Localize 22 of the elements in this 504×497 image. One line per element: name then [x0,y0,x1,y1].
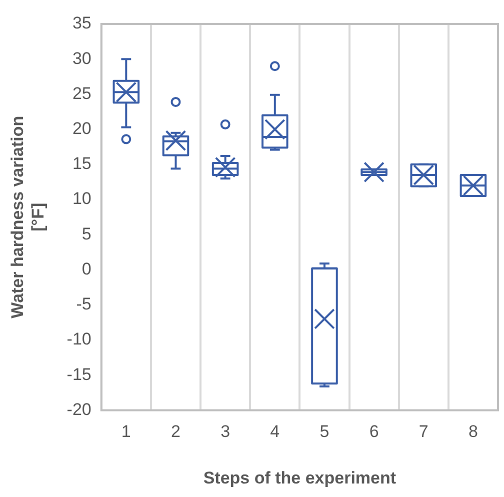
x-tick-label: 8 [468,422,478,442]
x-tick-label: 4 [270,422,280,442]
y-tick-label: 30 [72,48,92,68]
x-tick-label: 7 [418,422,428,442]
y-tick-label: -15 [66,364,92,384]
x-tick-label: 2 [171,422,180,442]
x-tick-label: 6 [369,422,379,442]
x-tick-label: 5 [320,422,330,442]
y-tick-label: 25 [72,84,92,103]
y-axis-title: Water hardness variation [°F] [8,116,48,318]
y-tick-label: 20 [72,119,92,138]
y-tick-label: 0 [82,259,92,278]
y-tick-label: 35 [72,14,92,33]
y-tick-label: -10 [66,330,92,349]
y-tick-label: 5 [82,224,92,244]
y-tick-label: 15 [72,154,92,174]
x-axis-title: Steps of the experiment [203,468,396,488]
y-tick-label: -5 [76,294,92,314]
y-tick-label: -20 [66,400,92,419]
x-tick-label: 1 [121,422,131,442]
x-tick-label: 3 [220,422,230,442]
y-tick-label: 10 [72,189,92,208]
